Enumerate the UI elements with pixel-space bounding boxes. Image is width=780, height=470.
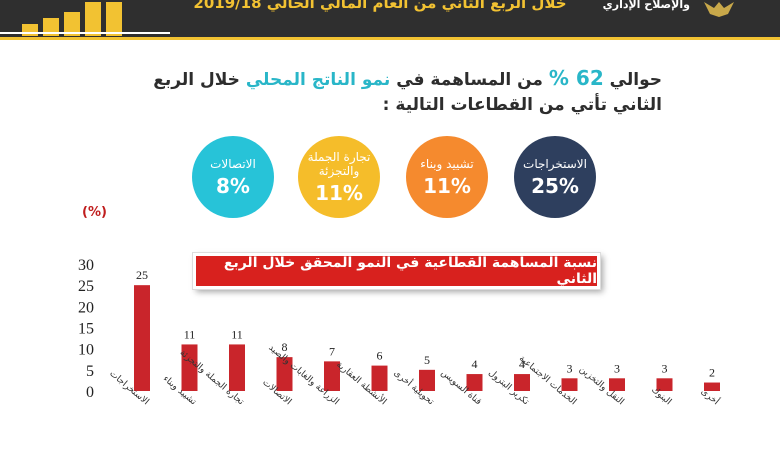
data-label: 4 [519,357,525,371]
data-label: 8 [282,340,288,354]
circle-label: تشييد وبناء [420,156,474,171]
y-tick-label: 10 [78,342,94,359]
data-label: 4 [472,357,478,371]
bar [324,361,340,391]
headline-highlight: نمو الناتج المحلي [245,70,391,90]
sector-circle-communications: الاتصالات 8% [192,136,274,218]
y-tick-label: 30 [78,257,94,274]
bar [419,369,435,391]
bar [704,382,720,391]
y-tick-label: 15 [78,321,94,338]
data-label: 5 [424,353,430,367]
circle-value: 8% [216,173,250,198]
data-label: 2 [709,366,715,380]
data-label: 7 [329,344,335,358]
header-bar: خلال الربع الثاني من العام المالي الحالي… [0,0,780,40]
headline-text: حوالي 62 % من المساهمة في نمو الناتج الم… [102,66,662,118]
circle-label: تجارة الجملة والتجزئة [307,149,371,178]
bar-chart-logo-icon [0,0,170,36]
data-label: 6 [377,349,383,363]
y-tick-label: 5 [86,363,94,380]
data-label: 3 [567,361,573,375]
y-tick-label: 20 [78,299,94,316]
bar [276,357,293,391]
headline-suffix: خلال الربع الثاني تأتي من القطاعات التال… [153,70,662,115]
y-tick-label: 25 [78,278,94,295]
ministry-name: والإصلاح الإداري [602,0,690,11]
bar [656,378,673,391]
chart-title: نسبة المساهمة القطاعية في النمو المحقق خ… [193,253,600,289]
circle-value: 11% [315,180,363,205]
headline-middle: من المساهمة في [396,70,543,90]
data-label: 25 [136,268,148,282]
eagle-emblem-icon [704,2,734,17]
circle-value: 25% [531,173,579,198]
data-label: 3 [662,361,668,375]
headline-percent: 62 % [548,66,604,90]
bar [371,365,388,391]
sector-circle-trade: تجارة الجملة والتجزئة 11% [298,136,380,218]
bar [134,285,150,391]
bar [514,374,530,391]
data-label: 11 [184,327,196,341]
bar [229,344,245,391]
bar [466,374,483,391]
sector-circle-extractions: الاستخراجات 25% [514,136,596,218]
sector-circle-construction: تشييد وبناء 11% [406,136,488,218]
y-tick-label: 0 [86,384,94,401]
headline-prefix: حوالي [609,70,662,90]
circle-label: الاتصالات [210,156,256,171]
circle-value: 11% [423,173,471,198]
bar [609,378,625,391]
circle-label: الاستخراجات [523,156,587,171]
y-unit-label: (%) [82,205,107,220]
data-label: 11 [231,327,243,341]
bar [561,378,578,391]
header-title: خلال الربع الثاني من العام المالي الحالي… [193,0,567,12]
data-label: 3 [614,361,620,375]
bar [181,344,198,391]
